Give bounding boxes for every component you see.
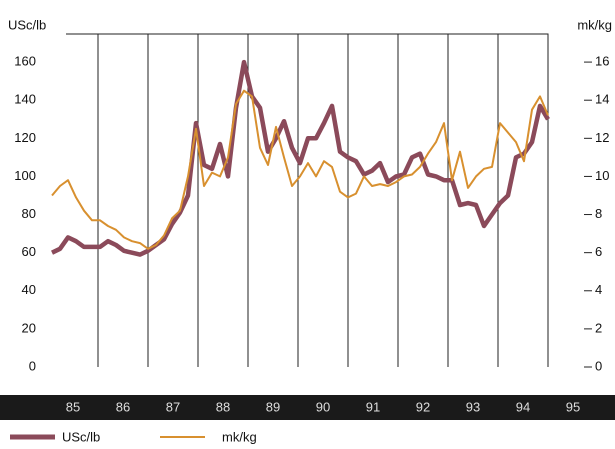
x-axis-band [0,395,615,420]
x-tick-label: 95 [566,399,580,414]
x-tick-label: 92 [416,399,430,414]
y2-tick-label: 6 [595,244,602,259]
y-tick-label: 60 [22,244,36,259]
x-tick-label: 93 [466,399,480,414]
y-tick-label: 140 [14,92,36,107]
x-tick-label: 91 [366,399,380,414]
y-tick-label: 120 [14,130,36,145]
y-tick-label: 40 [22,282,36,297]
legend-label: USc/lb [62,429,100,444]
series-line [51,59,550,257]
y-axis-label: USc/lb [8,17,46,32]
x-tick-label: 86 [116,399,130,414]
y2-tick-label: 10 [595,168,609,183]
x-tick-label: 85 [66,399,80,414]
y-tick-label: 20 [22,320,36,335]
series-line [51,89,549,250]
y2-tick-label: 8 [595,206,602,221]
y2-tick-label: 2 [595,320,602,335]
y-tick-label: 160 [14,54,36,69]
x-tick-label: 87 [166,399,180,414]
x-tick-label: 94 [516,399,530,414]
x-tick-label: 89 [266,399,280,414]
y-tick-label: 0 [29,358,36,373]
y2-tick-label: 12 [595,130,609,145]
x-tick-label: 90 [316,399,330,414]
y2-tick-label: 0 [595,358,602,373]
legend-label: mk/kg [222,429,257,444]
x-tick-label: 88 [216,399,230,414]
y2-tick-label: 14 [595,92,609,107]
y-tick-label: 100 [14,168,36,183]
y2-tick-label: 4 [595,282,602,297]
y-tick-label: 80 [22,206,36,221]
y2-tick-label: 16 [595,54,609,69]
y2-axis-label: mk/kg [577,17,612,32]
